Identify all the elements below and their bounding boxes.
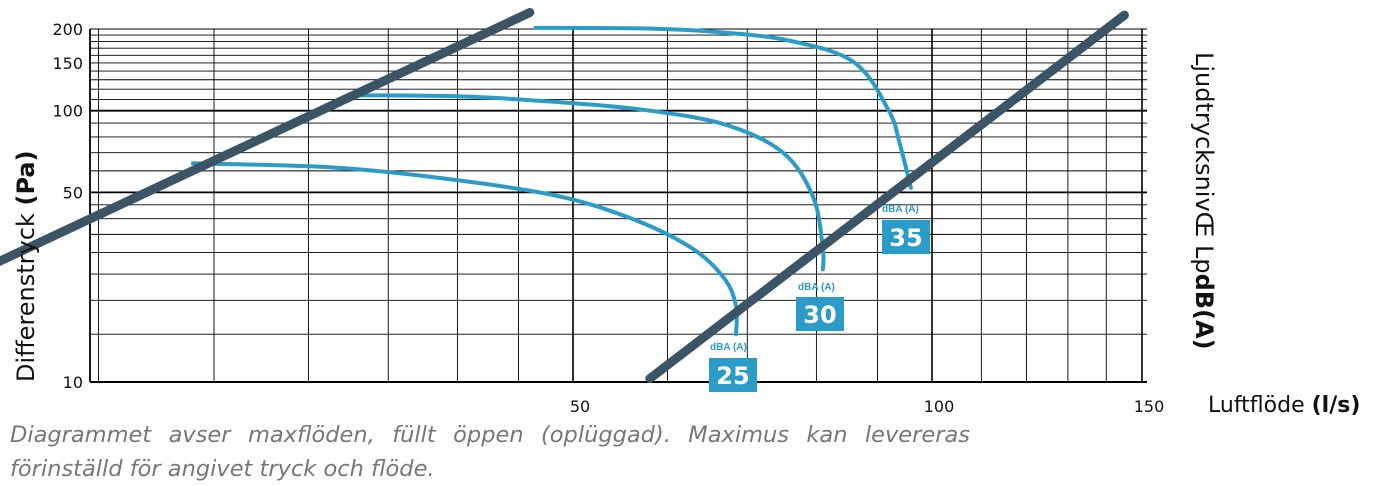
curve-35-label-box: [882, 220, 930, 254]
x-tick-label: 100: [924, 397, 955, 416]
caption-line-1: Diagrammet avser maxflöden, füllt öppen …: [10, 422, 970, 448]
pressure-flow-chart: dBA (A) 25 dBA (A) 30 dBA (A) 35 10 50 100 150 20…: [0, 8, 1360, 418]
y-tick-label: 10: [63, 373, 83, 392]
boundary-lines: [0, 8, 1129, 384]
sound-level-labels: dBA (A) 25 dBA (A) 30 dBA (A) 35: [709, 204, 930, 392]
x-axis-unit: (l/s): [1312, 393, 1361, 418]
y-axis-title-text: Differenstryck: [12, 206, 40, 382]
curve-30-label: 30: [803, 301, 836, 329]
y-axis-title: Differenstryck (Pa): [12, 150, 40, 382]
chart-caption: Diagrammet avser maxflöden, füllt öppen …: [10, 418, 970, 486]
curve-35-label: 35: [889, 224, 922, 252]
curve-25-dba: [190, 161, 739, 337]
x-tick-label: 50: [570, 397, 590, 416]
caption-line-2: förinställd för angivet tryck och flöde.: [10, 456, 435, 482]
right-axis-unit: dB(A): [1190, 274, 1218, 350]
grid: [90, 28, 1147, 383]
curve-30-unit-label: dBA (A): [798, 282, 835, 293]
min-pressure-line: [645, 10, 1129, 384]
right-axis-title-text: LjudtrycksnivŒ Lp: [1190, 52, 1218, 274]
x-tick-label: 150: [1134, 397, 1165, 416]
y-tick-label: 150: [52, 54, 83, 73]
curve-35-dba: [533, 25, 913, 190]
max-pressure-line: [0, 8, 535, 267]
right-axis-title: LjudtrycksnivŒ LpdB(A): [1190, 52, 1218, 350]
curve-25-unit-label: dBA (A): [710, 342, 747, 353]
curve-25-label: 25: [716, 362, 749, 390]
y-tick-label: 100: [52, 102, 83, 121]
curve-30-label-box: [796, 297, 844, 331]
axis-text: 10 50 100 150 200 50 100 150 Luftflöde (l/s) Diff…: [12, 20, 1360, 418]
x-axis-title-text: Luftflöde: [1208, 393, 1312, 418]
curve-35-unit-label: dBA (A): [882, 204, 919, 215]
curve-25-label-box: [709, 358, 757, 392]
axes: [89, 29, 1147, 383]
x-axis-title: Luftflöde (l/s): [1208, 393, 1360, 418]
curve-30-dba: [347, 93, 826, 272]
y-tick-label: 50: [63, 183, 83, 202]
y-axis-unit: (Pa): [12, 150, 40, 205]
y-tick-label: 200: [52, 20, 83, 39]
sound-level-curves: [190, 25, 913, 337]
